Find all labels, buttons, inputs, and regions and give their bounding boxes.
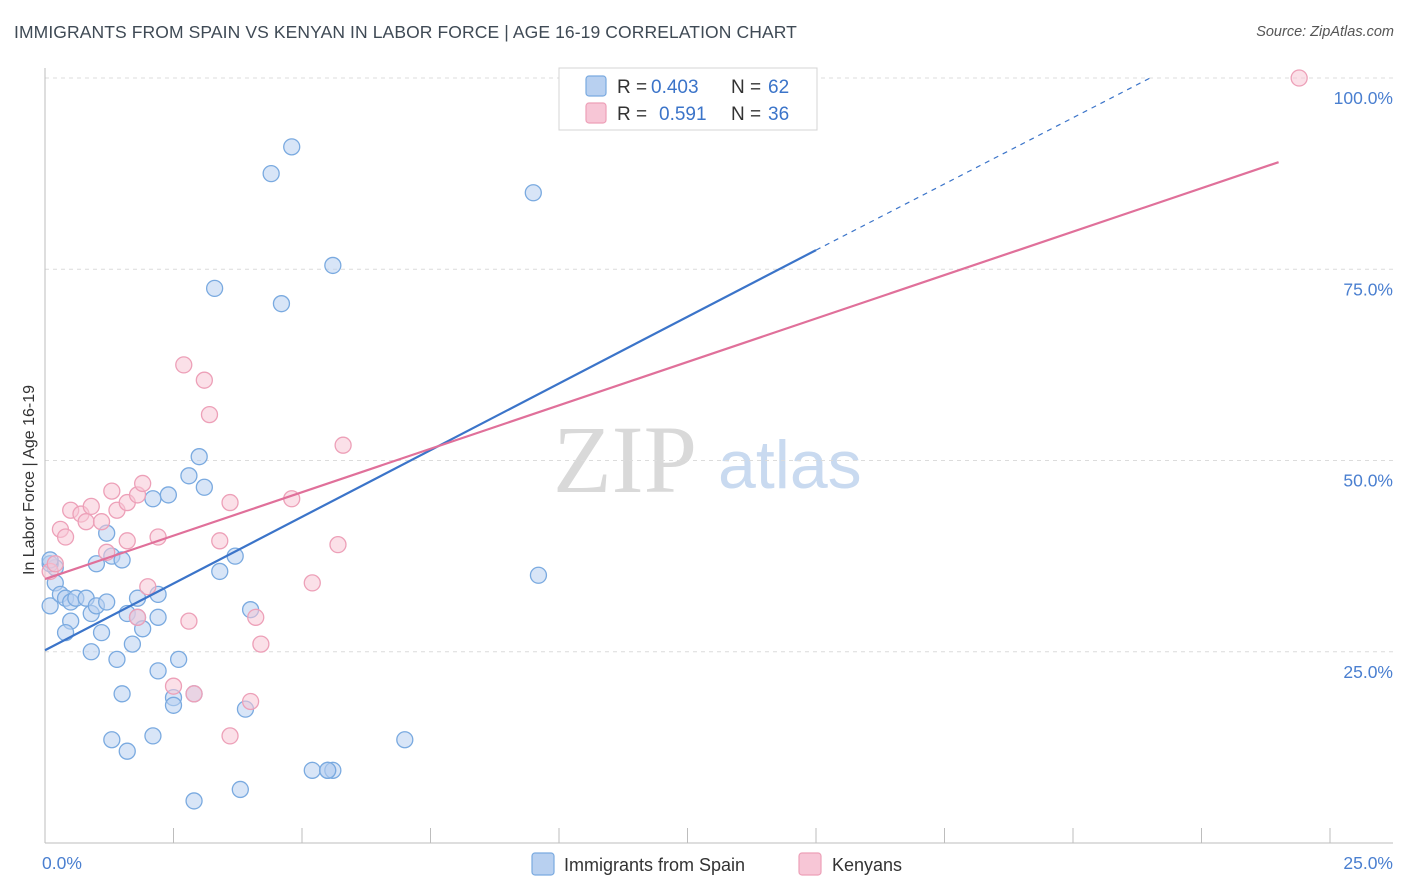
- point-spain: [41, 597, 59, 615]
- point-spain: [319, 761, 337, 779]
- point-kenyans: [241, 692, 260, 711]
- y-tick-label: 25.0%: [1343, 662, 1393, 682]
- legend-swatch-spain: [585, 75, 607, 97]
- x-tick-label-left: 0.0%: [42, 853, 82, 873]
- series-spain-points: [41, 69, 630, 810]
- point-kenyans: [195, 371, 213, 389]
- point-spain: [303, 761, 321, 779]
- point-spain: [164, 696, 183, 714]
- watermark-zip: ZIP: [553, 406, 697, 513]
- point-spain: [56, 623, 75, 642]
- point-kenyans: [200, 405, 219, 424]
- trend-line-spain-extension: [815, 77, 1151, 251]
- point-spain: [144, 490, 162, 508]
- chart-title: IMMIGRANTS FROM SPAIN VS KENYAN IN LABOR…: [14, 22, 797, 42]
- point-spain: [118, 742, 136, 760]
- legend-r-label-spain: R =: [617, 77, 647, 98]
- point-kenyans: [252, 635, 270, 653]
- point-spain: [272, 295, 291, 313]
- data-points: [41, 69, 1308, 810]
- point-spain: [262, 164, 280, 183]
- point-kenyans: [185, 685, 203, 703]
- legend-r-value-spain: 0.403: [651, 77, 699, 98]
- y-tick-label: 75.0%: [1343, 279, 1393, 299]
- point-spain: [149, 608, 167, 626]
- y-tick-label: 50.0%: [1343, 471, 1393, 491]
- bottom-legend: Immigrants from Spain Kenyans: [531, 852, 902, 876]
- point-kenyans: [329, 536, 347, 554]
- point-kenyans: [77, 513, 95, 531]
- point-kenyans: [56, 528, 75, 546]
- y-axis-label: In Labor Force | Age 16-19: [21, 385, 38, 575]
- point-kenyans: [247, 608, 265, 626]
- point-spain: [169, 650, 188, 669]
- legend-n-label-spain: N =: [731, 77, 761, 98]
- legend-n-value-kenyans: 36: [768, 104, 789, 125]
- point-spain: [103, 731, 121, 749]
- point-kenyans: [134, 474, 152, 493]
- point-spain: [190, 448, 208, 466]
- point-spain: [159, 486, 178, 504]
- point-spain: [211, 562, 229, 581]
- point-kenyans: [211, 532, 229, 550]
- point-kenyans: [139, 578, 157, 596]
- watermark-atlas: atlas: [718, 427, 862, 503]
- point-kenyans: [103, 482, 121, 500]
- point-kenyans: [175, 356, 193, 374]
- trend-line-spain: [44, 249, 817, 652]
- point-kenyans: [180, 612, 198, 630]
- source-label: Source: ZipAtlas.com: [1256, 24, 1394, 40]
- bottom-legend-label-spain: Immigrants from Spain: [564, 855, 745, 875]
- legend-r-value-kenyans: 0.591: [659, 104, 707, 125]
- point-spain: [123, 635, 142, 653]
- series-kenyans-points: [41, 69, 1308, 745]
- gridlines: [45, 77, 1393, 653]
- point-spain: [108, 650, 126, 669]
- y-tick-label: 100.0%: [1334, 88, 1393, 108]
- axes: [44, 68, 1393, 844]
- bottom-legend-swatch-kenyans: [798, 852, 822, 876]
- point-kenyans: [164, 677, 183, 695]
- point-spain: [98, 593, 116, 611]
- x-tick-label-right: 25.0%: [1343, 853, 1393, 873]
- point-kenyans: [128, 608, 147, 626]
- point-spain: [180, 467, 198, 485]
- top-legend: R = 0.403 N = 62 R = 0.591 N = 36: [558, 67, 818, 131]
- point-kenyans: [118, 532, 136, 550]
- legend-n-label-kenyans: N =: [731, 104, 761, 125]
- point-spain: [195, 478, 213, 496]
- point-spain: [396, 731, 414, 749]
- point-kenyans: [46, 555, 64, 573]
- point-kenyans: [221, 727, 239, 745]
- bottom-legend-swatch-spain: [531, 852, 555, 876]
- point-kenyans: [221, 493, 239, 512]
- bottom-legend-label-kenyans: Kenyans: [832, 855, 902, 875]
- point-spain: [231, 780, 249, 799]
- point-spain: [529, 566, 548, 584]
- point-spain: [524, 184, 542, 202]
- point-spain: [205, 279, 224, 298]
- point-spain: [113, 685, 131, 703]
- point-spain: [324, 256, 342, 275]
- trend-lines: [44, 77, 1279, 652]
- point-kenyans: [303, 574, 321, 592]
- point-kenyans: [92, 513, 111, 531]
- point-spain: [283, 138, 301, 156]
- point-spain: [185, 792, 203, 810]
- legend-n-value-spain: 62: [768, 77, 789, 98]
- watermark: ZIP atlas: [553, 406, 862, 513]
- point-spain: [144, 727, 162, 745]
- point-kenyans: [82, 497, 100, 516]
- trend-line-kenyans: [44, 161, 1279, 581]
- legend-swatch-kenyans: [585, 102, 607, 124]
- legend-r-label-kenyans: R =: [617, 104, 647, 125]
- point-spain: [92, 623, 111, 642]
- point-spain: [82, 643, 100, 661]
- point-kenyans: [1290, 69, 1308, 87]
- tick-labels: 25.0% 50.0% 75.0% 100.0% 0.0% 25.0%: [42, 88, 1393, 873]
- point-kenyans: [334, 436, 352, 454]
- point-spain: [149, 662, 167, 680]
